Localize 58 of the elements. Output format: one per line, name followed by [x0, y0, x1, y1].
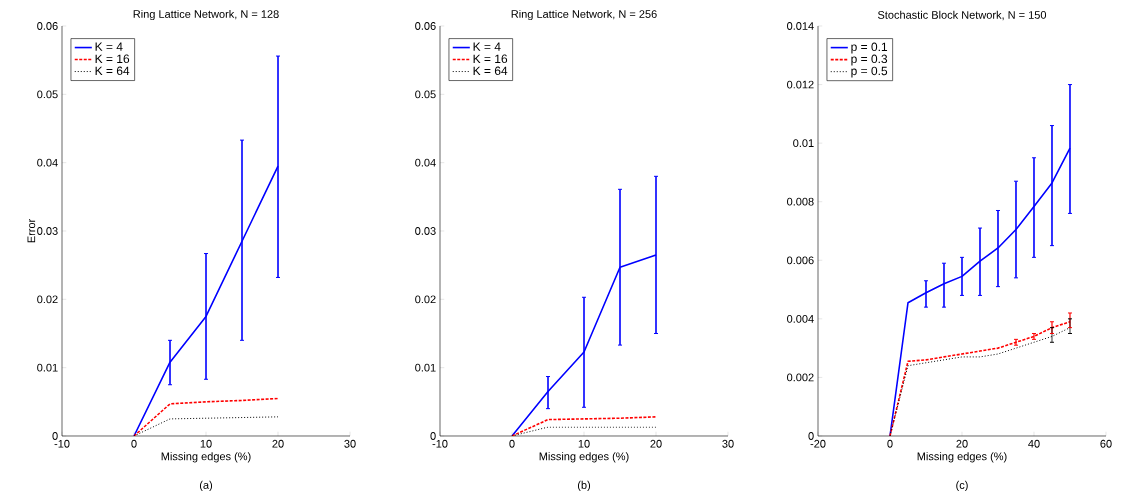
- chart-title: Stochastic Block Network, N = 150: [877, 10, 1047, 21]
- y-tick-label: 0.01: [37, 363, 58, 372]
- legend-label: K = 16: [473, 54, 508, 63]
- y-tick-label: 0.04: [415, 158, 436, 167]
- x-tick-label: 60: [1100, 439, 1112, 448]
- y-tick-label: 0: [52, 432, 58, 440]
- x-tick-label: 20: [956, 439, 968, 448]
- x-tick-label: 10: [200, 439, 212, 448]
- legend-label: K = 64: [473, 66, 508, 76]
- y-tick-label: 0: [808, 432, 814, 440]
- y-tick-label: 0.014: [787, 22, 814, 30]
- y-tick-label: 0.004: [787, 314, 814, 323]
- y-tick-label: 0.01: [415, 363, 436, 372]
- y-tick-label: 0.04: [37, 158, 58, 167]
- legend-label: p = 0.3: [851, 54, 888, 66]
- x-axis-title: Missing edges (%): [539, 452, 629, 463]
- y-tick-label: 0.008: [787, 197, 814, 206]
- x-tick-label: 30: [722, 439, 734, 448]
- chart-title: Ring Lattice Network, N = 256: [511, 9, 657, 21]
- x-tick-label: 40: [1028, 439, 1040, 448]
- y-tick-label: 0.06: [415, 22, 436, 30]
- y-tick-label: 0.02: [415, 295, 436, 304]
- legend-label: K = 16: [95, 54, 130, 63]
- y-tick-label: 0.01: [793, 139, 814, 148]
- y-tick-label: 0.02: [37, 295, 58, 304]
- x-tick-label: 20: [650, 439, 662, 448]
- x-axis-title: Missing edges (%): [161, 452, 251, 463]
- y-axis-title: Error: [27, 218, 36, 243]
- legend-label: p = 0.5: [851, 66, 888, 78]
- y-tick-label: 0.03: [37, 227, 58, 235]
- x-tick-label: 20: [272, 439, 284, 448]
- text: (b): [577, 480, 591, 492]
- y-tick-label: 0.002: [787, 373, 814, 382]
- text: (c): [956, 480, 968, 492]
- y-tick-label: 0.05: [37, 90, 58, 99]
- y-tick-label: 0: [430, 432, 436, 440]
- x-tick-label: 10: [578, 439, 590, 448]
- line-series: [133, 397, 279, 436]
- text: (a): [199, 480, 213, 492]
- legend-label: K = 4: [473, 42, 501, 51]
- y-tick-label: 0.03: [415, 227, 436, 235]
- y-tick-label: 0.06: [37, 22, 58, 30]
- x-tick-label: 0: [887, 439, 893, 448]
- x-axis-title: Missing edges (%): [917, 452, 1007, 463]
- line-series: [511, 416, 657, 436]
- y-tick-label: 0.012: [787, 80, 814, 89]
- x-tick-label: 0: [509, 439, 515, 448]
- x-tick-label: 0: [131, 439, 137, 448]
- legend-label: p = 0.1: [851, 42, 888, 54]
- x-tick-label: -20: [810, 439, 826, 448]
- x-tick-label: -10: [54, 439, 70, 448]
- legend-label: K = 64: [95, 66, 130, 76]
- x-tick-label: -10: [432, 439, 448, 448]
- chart-title: Ring Lattice Network, N = 128: [133, 9, 279, 21]
- y-tick-label: 0.006: [787, 256, 814, 265]
- y-tick-label: 0.05: [415, 90, 436, 99]
- x-tick-label: 30: [344, 439, 356, 448]
- legend-label: K = 4: [95, 42, 123, 51]
